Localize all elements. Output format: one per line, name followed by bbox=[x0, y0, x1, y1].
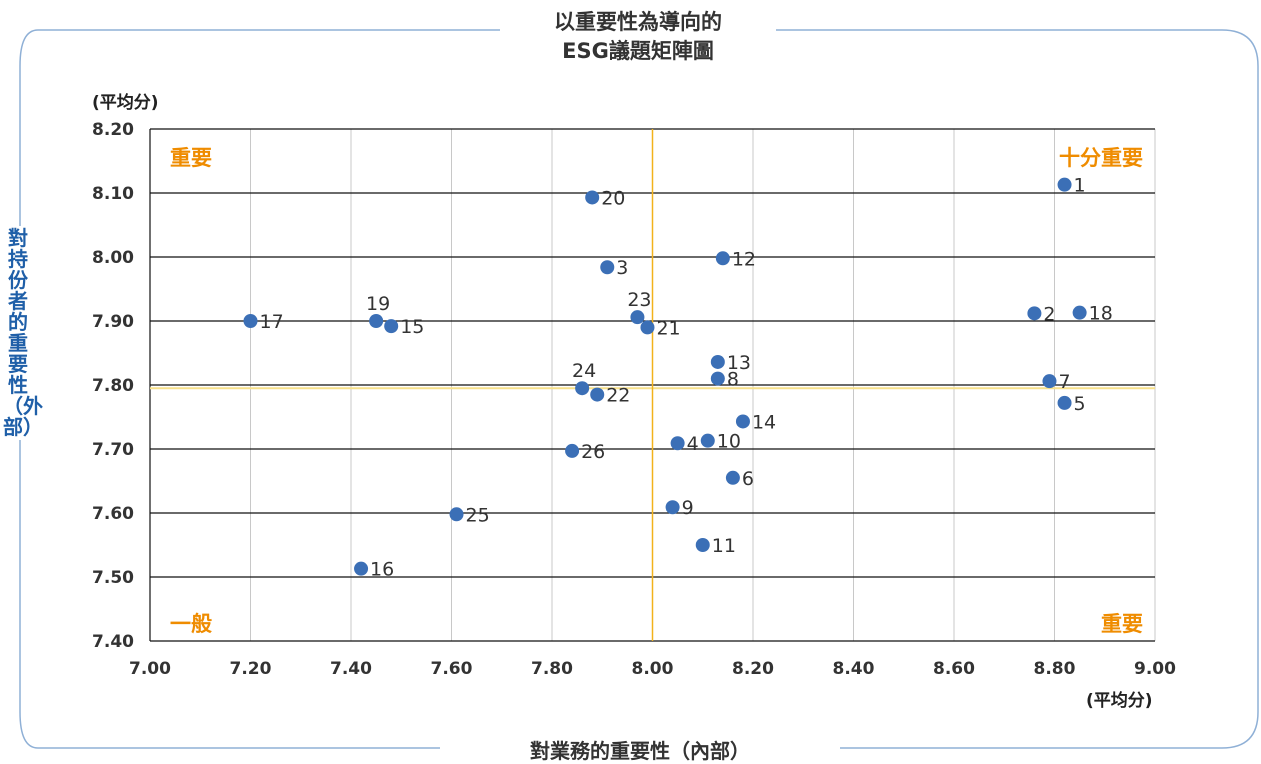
y-axis-label: 對持份者的重要性（外部） bbox=[3, 226, 43, 440]
x-unit-label: (平均分) bbox=[1086, 691, 1153, 711]
chart-title-line1: 以重要性為導向的 bbox=[500, 8, 776, 36]
x-axis-label: 對業務的重要性（內部） bbox=[440, 735, 840, 764]
y-unit-label: (平均分) bbox=[92, 93, 159, 113]
chart-title-line2: ESG議題矩陣圖 bbox=[500, 37, 776, 65]
